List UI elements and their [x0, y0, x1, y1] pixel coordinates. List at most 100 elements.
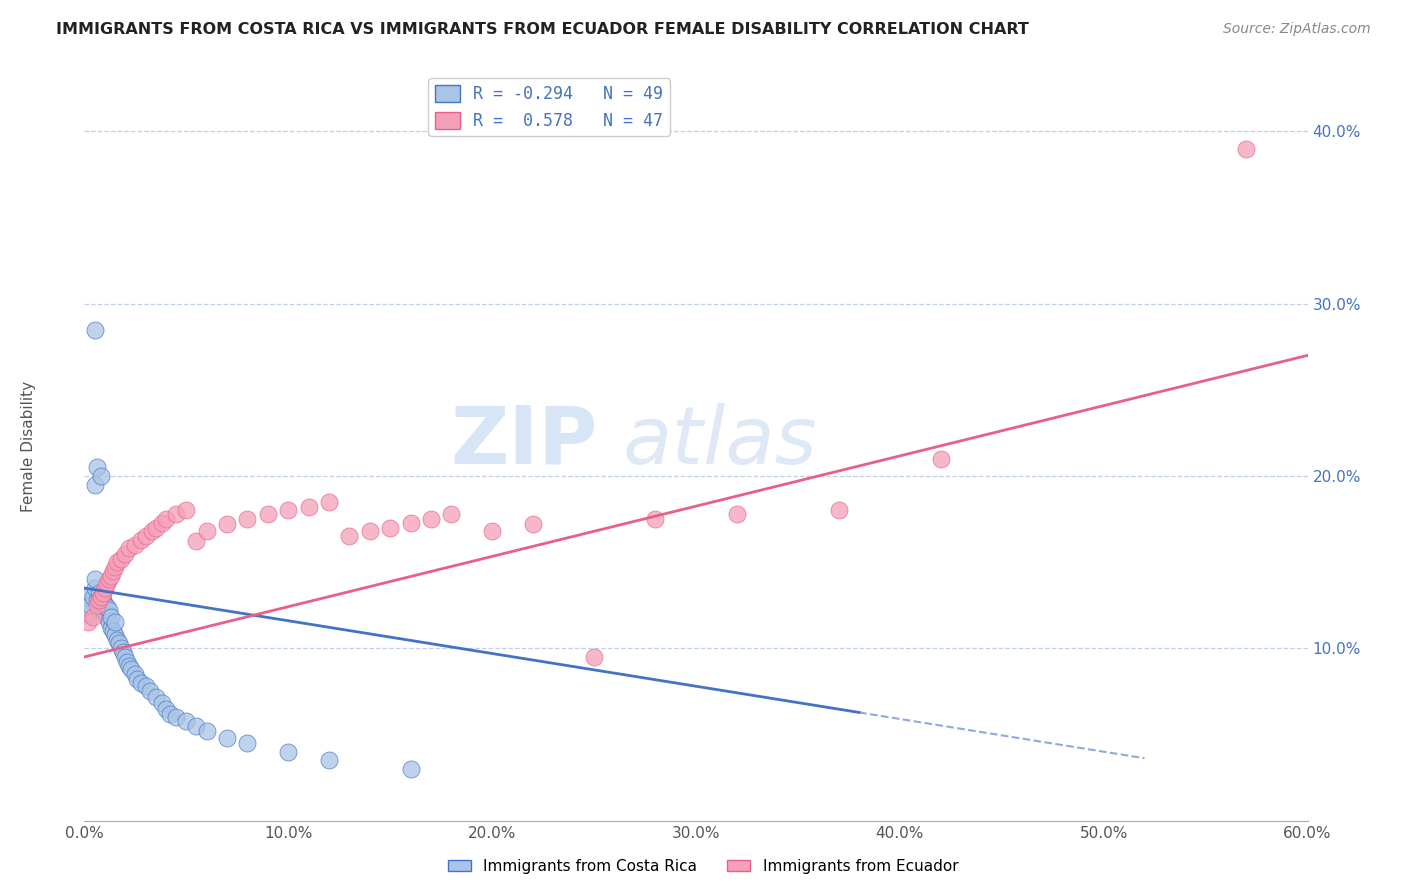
- Point: [90, 599, 112, 613]
- Point: [97, 615, 120, 630]
- Point: [90, 469, 112, 483]
- Point: [104, 560, 127, 574]
- Point: [481, 524, 503, 538]
- Point: [150, 697, 173, 711]
- Point: [217, 517, 239, 532]
- Text: IMMIGRANTS FROM COSTA RICA VS IMMIGRANTS FROM ECUADOR FEMALE DISABILITY CORRELAT: IMMIGRANTS FROM COSTA RICA VS IMMIGRANTS…: [56, 22, 1029, 37]
- Text: ZIP: ZIP: [451, 402, 598, 481]
- Point: [83, 573, 105, 587]
- Point: [104, 627, 127, 641]
- Point: [195, 524, 218, 538]
- Point: [83, 477, 105, 491]
- Point: [399, 516, 422, 530]
- Point: [298, 500, 321, 514]
- Point: [75, 590, 97, 604]
- Point: [108, 636, 131, 650]
- Point: [195, 724, 218, 739]
- Point: [318, 495, 340, 509]
- Point: [86, 599, 108, 613]
- Point: [100, 610, 122, 624]
- Point: [420, 512, 443, 526]
- Point: [105, 632, 128, 647]
- Point: [644, 512, 666, 526]
- Point: [115, 655, 138, 669]
- Point: [101, 624, 124, 639]
- Point: [929, 451, 952, 466]
- Point: [82, 590, 104, 604]
- Point: [828, 503, 851, 517]
- Point: [97, 603, 120, 617]
- Point: [186, 719, 208, 733]
- Point: [87, 593, 110, 607]
- Point: [174, 503, 197, 517]
- Point: [90, 590, 112, 604]
- Point: [118, 658, 141, 673]
- Text: Female Disability: Female Disability: [21, 380, 35, 512]
- Point: [339, 529, 361, 543]
- Point: [155, 512, 177, 526]
- Point: [114, 649, 136, 664]
- Point: [165, 507, 187, 521]
- Point: [86, 460, 108, 475]
- Point: [236, 512, 259, 526]
- Point: [135, 529, 157, 543]
- Point: [217, 731, 239, 745]
- Point: [79, 599, 101, 613]
- Point: [104, 615, 127, 630]
- Point: [86, 593, 108, 607]
- Point: [725, 507, 748, 521]
- Point: [96, 610, 118, 624]
- Point: [138, 684, 160, 698]
- Point: [155, 701, 177, 715]
- Text: atlas: atlas: [623, 402, 817, 481]
- Point: [145, 521, 167, 535]
- Point: [93, 599, 115, 613]
- Point: [159, 706, 181, 721]
- Point: [277, 745, 299, 759]
- Point: [101, 564, 124, 578]
- Point: [110, 641, 132, 656]
- Point: [127, 673, 149, 687]
- Point: [91, 603, 114, 617]
- Point: [186, 534, 208, 549]
- Point: [165, 710, 187, 724]
- Point: [124, 538, 146, 552]
- Point: [105, 555, 128, 569]
- Point: [150, 516, 173, 530]
- Point: [257, 507, 280, 521]
- Point: [91, 586, 114, 600]
- Point: [522, 517, 544, 532]
- Point: [120, 662, 142, 676]
- Point: [91, 593, 114, 607]
- Point: [90, 590, 112, 604]
- Point: [96, 599, 118, 614]
- Point: [112, 645, 135, 659]
- Point: [100, 569, 122, 583]
- Point: [124, 667, 146, 681]
- Point: [1236, 142, 1258, 156]
- Point: [77, 615, 100, 630]
- Point: [83, 581, 105, 595]
- Point: [236, 736, 259, 750]
- Point: [83, 322, 105, 336]
- Point: [110, 551, 132, 566]
- Point: [93, 581, 115, 595]
- Text: Source: ZipAtlas.com: Source: ZipAtlas.com: [1223, 22, 1371, 37]
- Point: [440, 507, 463, 521]
- Legend: R = -0.294   N = 49, R =  0.578   N = 47: R = -0.294 N = 49, R = 0.578 N = 47: [429, 78, 671, 136]
- Point: [583, 649, 606, 664]
- Point: [277, 503, 299, 517]
- Point: [118, 541, 141, 556]
- Point: [100, 621, 122, 635]
- Point: [87, 586, 110, 600]
- Point: [82, 610, 104, 624]
- Point: [318, 753, 340, 767]
- Point: [145, 690, 167, 704]
- Point: [93, 607, 115, 621]
- Legend: Immigrants from Costa Rica, Immigrants from Ecuador: Immigrants from Costa Rica, Immigrants f…: [441, 853, 965, 880]
- Point: [131, 675, 153, 690]
- Point: [359, 524, 381, 538]
- Point: [77, 607, 100, 621]
- Point: [174, 714, 197, 728]
- Point: [96, 575, 118, 590]
